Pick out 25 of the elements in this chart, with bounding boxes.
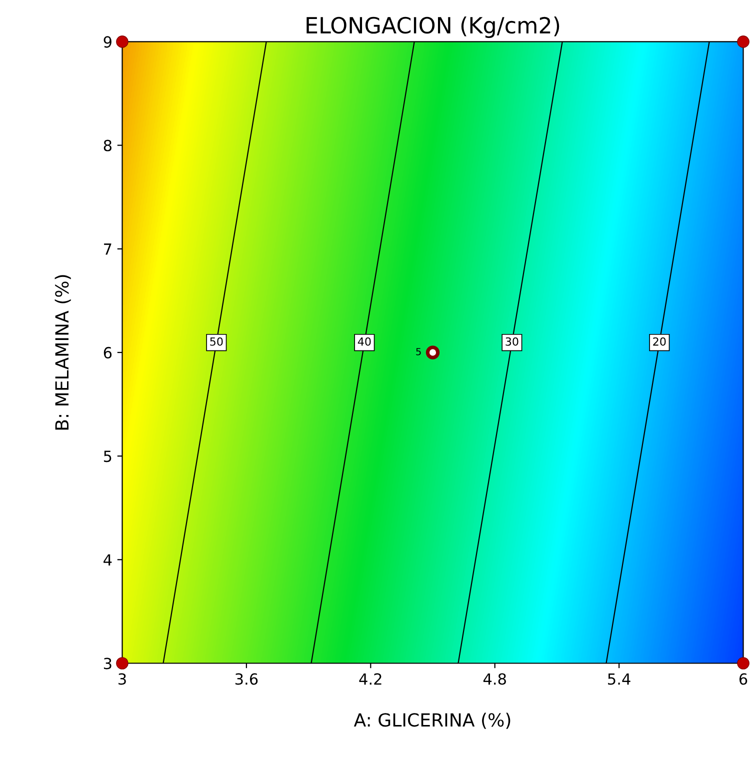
point [737,36,750,48]
y-tick-label: 8 [104,140,112,152]
y-axis-title: B: MELAMINA (%) [54,275,71,430]
series-label: 40 [358,337,371,346]
y-tick-label: 3 [104,658,112,670]
annotation: 5 [416,348,421,356]
point [737,657,750,670]
y-tick-label: 5 [104,450,112,462]
series-label: 50 [210,337,223,346]
point [116,36,128,48]
x-tick-label: 6 [739,673,748,685]
x-tick-label: 5.4 [608,673,630,685]
x-tick-label: 4.2 [359,673,382,685]
y-tick-label: 4 [104,554,112,566]
y-tick-label: 6 [104,346,112,358]
series-label: 20 [653,337,666,346]
y-tick-label: 7 [104,244,112,255]
point [116,657,128,670]
x-tick-label: 4.8 [483,673,506,685]
y-tick-label: 9 [104,36,112,48]
x-tick-label: 3.6 [235,673,258,685]
x-axis-title: A: GLICERINA (%) [354,712,510,729]
series-label: 30 [506,337,518,346]
x-tick-label: 3 [118,673,126,685]
chart-title: ELONGACION (Kg/cm2) [306,16,560,38]
